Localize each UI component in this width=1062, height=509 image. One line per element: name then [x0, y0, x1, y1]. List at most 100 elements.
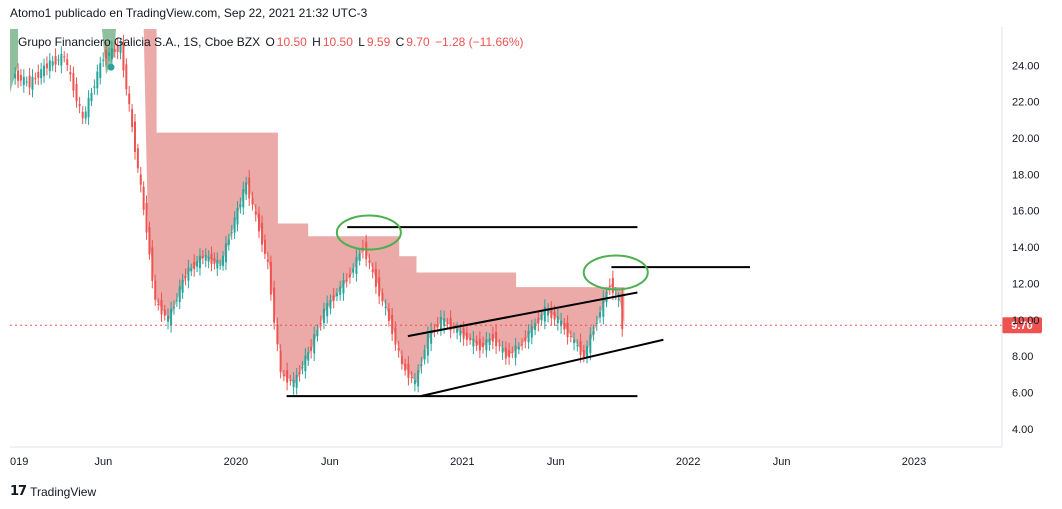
candle-body — [219, 264, 222, 266]
brand-name: TradingView — [30, 484, 97, 499]
candle-body — [122, 41, 125, 71]
candle-body — [51, 61, 54, 66]
candle-body — [248, 177, 251, 199]
candle-body — [63, 56, 66, 58]
candle-body — [543, 306, 546, 322]
candle-body — [365, 241, 368, 260]
circle-highlight-drawing — [335, 214, 402, 251]
candle-body — [384, 306, 387, 308]
candle-body — [17, 70, 20, 81]
candle-body — [339, 286, 342, 295]
candle-body — [326, 302, 329, 317]
candle-body — [371, 269, 374, 272]
candle-body — [556, 316, 559, 324]
candle-body — [157, 303, 160, 305]
candle-body — [595, 322, 598, 324]
candle-body — [37, 71, 40, 78]
candle-body — [48, 60, 51, 72]
price-tick-label: 10.00 — [1012, 315, 1040, 327]
time-tick-label: Jun — [773, 456, 791, 468]
candle-body — [332, 295, 335, 301]
candle-body — [397, 348, 400, 351]
time-tick-label: 2021 — [450, 456, 474, 468]
candle-body — [184, 276, 187, 278]
drawing-annotations[interactable]: 9.70 — [10, 214, 1042, 398]
price-tick-label: 8.00 — [1012, 351, 1033, 363]
candle-body — [378, 277, 381, 297]
candle-body — [381, 293, 384, 302]
candle-body — [60, 53, 63, 66]
chart-area[interactable]: 9.70 4.00 6.00 8.00 10.00 12.00 14.00 16.00 18.… — [10, 27, 1052, 477]
candle-body — [148, 227, 151, 255]
candle-body — [355, 256, 358, 274]
candle-body — [57, 59, 60, 61]
price-tick-label: 4.00 — [1012, 424, 1033, 436]
axes: 4.00 6.00 8.00 10.00 12.00 14.00 16.00 18.00 20.… — [10, 27, 1040, 468]
candle-body — [257, 213, 260, 232]
time-tick-label: 2020 — [224, 456, 248, 468]
candle-body — [136, 148, 139, 169]
low-label: L — [358, 35, 365, 49]
price-tick-label: 22.00 — [1012, 97, 1040, 109]
candle-body — [413, 380, 416, 385]
candle-body — [251, 197, 254, 205]
candle-body — [187, 267, 190, 281]
candle-body — [245, 182, 248, 195]
price-chart[interactable]: 9.70 4.00 6.00 8.00 10.00 12.00 14.00 16.00 18.… — [10, 27, 1052, 477]
candle-body — [163, 309, 166, 316]
price-tick-label: 18.00 — [1012, 169, 1040, 181]
candle-body — [108, 52, 111, 56]
candle-body — [295, 374, 298, 388]
candle-body — [599, 312, 602, 318]
high-label: H — [312, 35, 321, 49]
candle-body — [110, 48, 113, 60]
signal-dot — [107, 63, 115, 71]
publication-caption: Atomo1 publicado en TradingView.com, Sep… — [10, 6, 368, 20]
candle-body — [521, 344, 524, 346]
candle-body — [102, 59, 105, 61]
bearish-cloud-area — [143, 29, 625, 384]
candle-body — [254, 211, 257, 215]
candle-body — [151, 247, 154, 281]
candle-body — [239, 203, 242, 208]
candle-body — [22, 76, 25, 86]
candle-body — [420, 364, 423, 367]
candle-body — [181, 279, 184, 293]
candle-body — [426, 334, 429, 356]
candle-body — [81, 112, 84, 119]
candle-body — [540, 314, 543, 321]
candle-body — [25, 81, 28, 83]
candle-body — [462, 328, 465, 339]
candle-body — [517, 346, 520, 350]
candle-body — [193, 261, 196, 270]
low-value: 9.59 — [366, 35, 391, 49]
candle-body — [87, 97, 90, 118]
candle-body — [498, 344, 501, 346]
candle-body — [514, 345, 517, 358]
candle-body — [125, 64, 128, 90]
candles[interactable] — [14, 34, 624, 395]
candle-body — [145, 202, 148, 233]
candle-body — [407, 363, 410, 378]
candle-body — [475, 340, 478, 346]
candle-body — [449, 317, 452, 331]
candle-body — [617, 299, 620, 301]
candle-body — [582, 350, 585, 358]
tradingview-brand[interactable]: 17 TradingView — [10, 484, 96, 499]
candle-body — [530, 326, 533, 338]
trend-line-drawing — [420, 338, 664, 398]
candle-body — [210, 253, 213, 264]
candle-body — [282, 374, 285, 377]
candle-body — [142, 186, 145, 210]
candle-body — [436, 323, 439, 328]
candle-body — [439, 317, 442, 329]
price-tick-label: 14.00 — [1012, 242, 1040, 254]
candle-body — [569, 336, 572, 338]
candle-body — [400, 355, 403, 364]
candle-body — [394, 327, 397, 345]
candle-body — [345, 279, 348, 282]
candle-body — [482, 343, 485, 348]
candle-body — [310, 346, 313, 351]
candle-body — [430, 329, 433, 344]
last-price-label: 9.70 — [1011, 320, 1032, 332]
